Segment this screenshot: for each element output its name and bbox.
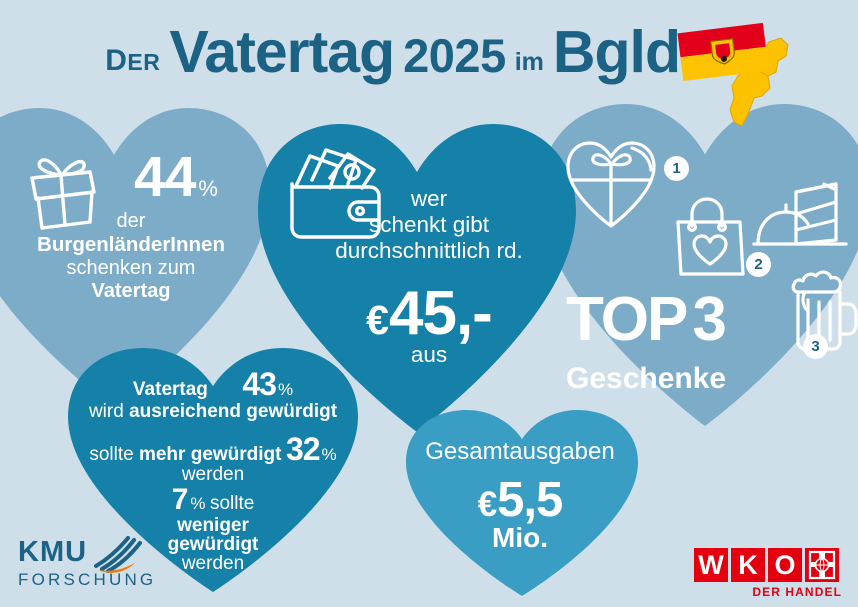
shopping-bag-icon (670, 196, 748, 278)
gift-desc-line1: der (116, 210, 146, 232)
gift-stat-value: 44 (134, 145, 196, 209)
gift-box-icon (18, 146, 104, 234)
heart-shape-total (406, 410, 638, 596)
heart-gift-icon (564, 140, 658, 230)
appreciation-3-value: 7 (171, 483, 189, 516)
kmu-logo-top: KMU (18, 536, 88, 568)
appreciation-1-line2-bold: ausreichend gewürdigt (129, 401, 338, 423)
wko-globe-emblem-icon (805, 548, 839, 582)
wko-letter-o: O (768, 548, 802, 582)
dining-cloche-cake-icon (752, 182, 848, 256)
appreciation-3-bold2: gewürdigt (167, 533, 259, 555)
gift-stat-value-row: 44% (96, 144, 256, 210)
appreciation-2-pre: sollte (89, 444, 139, 465)
spend-amount: €45,- (284, 278, 574, 350)
gift-desc-line3: schenken zum (66, 256, 196, 279)
rank-3-label: 3 (811, 338, 820, 355)
spend-line1: wer (410, 186, 448, 211)
total-currency: € (477, 485, 498, 524)
spend-value: 45,- (388, 279, 493, 348)
appreciation-stat-2: sollte mehr gewürdigt 32% werden (72, 431, 354, 486)
wko-der-handel-logo: W K O DER HANDEL (694, 548, 844, 599)
spend-line2: schenkt gibt (368, 212, 490, 238)
wko-letter-w: W (694, 548, 728, 582)
gift-rank-badge-3: 3 (803, 334, 828, 359)
top3-subtitle: Geschenke (566, 362, 727, 395)
title-prefix: Der (105, 44, 161, 77)
appreciation-3-after2: werden (181, 552, 245, 574)
rank-2-label: 2 (754, 256, 763, 273)
page-title: Der Vatertag 2025 im Bgld (0, 18, 681, 92)
gift-stat-description: der BurgenländerInnen schenken zum Vater… (6, 210, 256, 303)
heart-shape-top3 (540, 104, 858, 426)
wallet-with-banknotes-icon (282, 140, 394, 250)
gift-desc-line2: BurgenländerInnen (37, 233, 225, 257)
wko-letter-row: W K O (694, 548, 844, 582)
appreciation-3-bold1: weniger (177, 514, 249, 536)
appreciation-2-unit: % (321, 445, 337, 464)
kmu-swoosh-icon (92, 536, 148, 581)
appreciation-3-after: sollte (209, 493, 255, 514)
appreciation-2-value: 32 (285, 431, 321, 467)
heart-shape-gift (0, 108, 270, 408)
title-region: Bgld (552, 19, 681, 85)
top3-rank: 3 (692, 285, 727, 354)
total-value: 5,5 (497, 473, 563, 527)
gift-rank-badge-1: 1 (664, 156, 689, 181)
kmu-forschung-logo: KMU FORSCHUNG (18, 536, 153, 594)
heart-shape-appreciation (68, 348, 358, 592)
spend-line3: durchschnittlich rd. (335, 238, 523, 264)
burgenland-flag-and-map (668, 14, 858, 127)
appreciation-2-bold: mehr gewürdigt (138, 444, 282, 465)
title-year: 2025 (403, 29, 506, 82)
top3-heading: TOP3 (566, 284, 796, 356)
total-amount: €5,5 (400, 472, 640, 529)
appreciation-1-value: 43 (242, 366, 277, 402)
burgenland-flag (677, 22, 769, 82)
title-connector: im (514, 48, 544, 76)
appreciation-1-line2-pre: wird (88, 401, 130, 423)
heart-shape-spend (258, 124, 576, 432)
wko-letter-k: K (731, 548, 765, 582)
appreciation-3-unit: % (190, 494, 206, 513)
gift-desc-line4: Vatertag (91, 280, 171, 303)
total-title: Gesamtausgaben (425, 438, 615, 465)
title-main: Vatertag (169, 19, 395, 85)
gift-rank-badge-2: 2 (746, 252, 771, 277)
appreciation-stat-1: Vatertag 43% wird ausreichend gewürdigt (72, 366, 354, 423)
kmu-logo-bottom: FORSCHUNG (18, 570, 157, 589)
rank-1-label: 1 (672, 160, 681, 177)
gift-stat-unit: % (198, 176, 218, 201)
spend-currency: € (366, 297, 389, 343)
appreciation-stat-3: 7% sollte weniger gewürdigt werden (72, 483, 354, 575)
top3-label: TOP (566, 285, 688, 354)
coat-of-arms (710, 38, 735, 65)
spend-description: wer schenkt gibt durchschnittlich rd. (284, 186, 574, 264)
appreciation-1-unit: % (277, 380, 294, 399)
spend-line4: aus (410, 342, 448, 367)
appreciation-1-label: Vatertag (132, 379, 208, 400)
appreciation-2-after: werden (181, 464, 245, 486)
wko-tagline: DER HANDEL (752, 585, 842, 599)
total-unit: Mio. (492, 522, 548, 553)
